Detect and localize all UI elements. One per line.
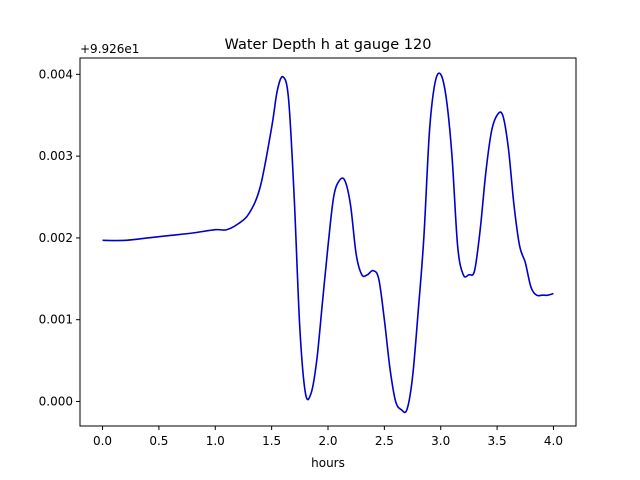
x-tick-label: 3.5 — [488, 434, 507, 448]
x-tick-label: 3.0 — [431, 434, 450, 448]
x-tick-label: 1.5 — [262, 434, 281, 448]
y-tick-label: 0.004 — [39, 67, 73, 81]
chart-title: Water Depth h at gauge 120 — [225, 37, 432, 53]
series-line-0 — [102, 72, 554, 414]
y-tick-label: 0.000 — [39, 394, 73, 408]
x-tick-label: 1.0 — [206, 434, 225, 448]
y-tick-label: 0.003 — [39, 149, 73, 163]
y-tick-label: 0.002 — [39, 231, 73, 245]
x-tick-label: 4.0 — [544, 434, 563, 448]
x-tick-label: 0.5 — [149, 434, 168, 448]
x-tick-label: 0.0 — [93, 434, 112, 448]
x-tick-label: 2.5 — [375, 434, 394, 448]
x-axis-label: hours — [311, 456, 345, 470]
y-tick-label: 0.001 — [39, 313, 73, 327]
y-axis-offset-label: +9.926e1 — [80, 42, 139, 56]
x-tick-label: 2.0 — [318, 434, 337, 448]
